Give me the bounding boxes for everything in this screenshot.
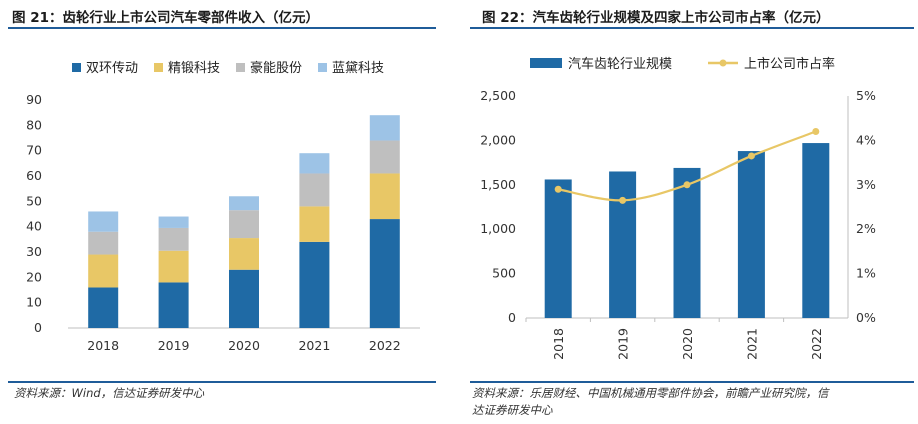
left-y-tick-label: 40: [26, 219, 42, 234]
right-x-tick-label: 2022: [809, 328, 824, 360]
left-y-tick-label: 50: [26, 193, 42, 208]
right-bar: [737, 151, 765, 318]
right-y-left-tick-label: 2,500: [480, 88, 516, 103]
left-y-tick-label: 30: [26, 244, 42, 259]
right-x-tick-label: 2018: [551, 328, 566, 360]
right-bar-line-chart: 汽车齿轮行业规模 上市公司市占率 0 500 1,000 1,500 2,000 2,500 0…: [480, 56, 876, 360]
right-y-left-tick-label: 0: [508, 310, 516, 325]
right-y-left-tick-label: 500: [492, 266, 516, 281]
right-share-point: [554, 185, 562, 193]
left-bar-segment-0: [369, 219, 400, 328]
right-legend-line-label: 上市公司市占率: [744, 56, 835, 72]
right-share-point: [747, 152, 755, 160]
left-bar-segment-0: [229, 269, 259, 328]
right-figure-panel: 图 22：汽车齿轮行业规模及四家上市公司市占率（亿元） 汽车齿轮行业规模 上市公司…: [470, 0, 918, 424]
left-figure-title: 图 21：齿轮行业上市公司汽车零部件收入（亿元）: [12, 10, 319, 26]
right-x-tick-label: 2021: [744, 328, 759, 360]
right-title-rule: [470, 27, 914, 29]
left-bar-segment-2: [369, 140, 400, 174]
left-source-text: 资料来源：Wind，信达证券研发中心: [14, 386, 205, 400]
right-share-point: [812, 128, 820, 136]
left-bar-segment-1: [369, 173, 400, 220]
left-legend-label-1: 精锻科技: [168, 61, 220, 76]
right-bar: [609, 171, 637, 318]
left-bar-segment-3: [229, 196, 259, 211]
left-y-tick-label: 20: [26, 269, 42, 284]
right-legend-line-marker: [719, 59, 727, 67]
left-legend-swatch-1: [154, 63, 163, 72]
left-bar-segment-1: [158, 250, 189, 283]
left-bar-segment-1: [229, 238, 259, 270]
left-title-rule: [8, 27, 436, 29]
right-legend-bar-swatch: [530, 58, 562, 68]
left-source-rule: [8, 381, 436, 383]
right-source-line-2: 达证券研发中心: [472, 403, 553, 417]
right-share-point: [619, 196, 627, 204]
right-legend-bar-label: 汽车齿轮行业规模: [568, 56, 672, 72]
left-y-tick-label: 60: [26, 168, 42, 183]
right-y-left-tick-label: 1,000: [480, 221, 516, 236]
left-bar-segment-3: [299, 153, 330, 174]
left-x-tick-label: 2018: [87, 338, 119, 353]
right-bar: [673, 167, 701, 318]
left-bar-segment-2: [299, 173, 330, 207]
right-figure-title: 图 22：汽车齿轮行业规模及四家上市公司市占率（亿元）: [482, 10, 830, 26]
right-share-point: [683, 181, 691, 189]
left-bar-segment-3: [158, 216, 189, 228]
left-bar-segment-3: [369, 115, 400, 141]
right-source-text: 资料来源：乐居财经、中国机械通用零部件协会，前瞻产业研究院，信 达证券研发中心: [472, 385, 829, 419]
right-y-right-tick-label: 4%: [856, 132, 876, 147]
left-bar-segment-3: [88, 211, 119, 232]
left-stacked-bar-chart: 双环传动 精锻科技 豪能股份 蓝黛科技 0 10 20 30 40 50 60 70 80 90 2018 2…: [26, 60, 420, 353]
left-legend-label-3: 蓝黛科技: [332, 61, 384, 76]
left-y-tick-label: 70: [26, 143, 42, 158]
right-y-right-tick-label: 0%: [856, 310, 876, 325]
right-source-rule: [470, 381, 914, 383]
left-x-tick-label: 2022: [369, 338, 401, 353]
left-x-tick-label: 2020: [228, 338, 260, 353]
left-y-tick-label: 10: [26, 295, 42, 310]
right-source-line-1: 资料来源：乐居财经、中国机械通用零部件协会，前瞻产业研究院，信: [472, 386, 829, 400]
left-bar-segment-0: [88, 287, 119, 328]
left-y-tick-label: 80: [26, 117, 42, 132]
right-y-left-tick-label: 2,000: [480, 132, 516, 147]
right-y-right-tick-label: 1%: [856, 266, 876, 281]
right-x-tick-label: 2019: [616, 328, 631, 360]
left-figure-panel: 图 21：齿轮行业上市公司汽车零部件收入（亿元） 双环传动 精锻科技 豪能股份 蓝黛科…: [0, 0, 444, 424]
right-bar: [802, 143, 830, 318]
left-bar-segment-2: [158, 227, 189, 251]
right-y-right-tick-label: 2%: [856, 221, 876, 236]
left-bar-segment-2: [229, 210, 259, 239]
left-bar-segment-0: [158, 282, 189, 328]
right-y-right-tick-label: 5%: [856, 88, 876, 103]
right-x-tick-label: 2020: [680, 328, 695, 360]
left-bar-segment-1: [88, 254, 119, 288]
left-bar-segment-0: [299, 241, 330, 328]
left-x-tick-label: 2019: [158, 338, 190, 353]
left-legend-label-2: 豪能股份: [250, 60, 302, 76]
left-legend-label-0: 双环传动: [86, 61, 138, 76]
right-bar: [544, 179, 572, 318]
left-legend-swatch-3: [318, 63, 327, 72]
left-y-tick-label: 0: [34, 320, 42, 335]
left-legend-swatch-2: [236, 63, 245, 72]
right-y-left-tick-label: 1,500: [480, 177, 516, 192]
right-y-right-tick-label: 3%: [856, 177, 876, 192]
left-legend-swatch-0: [72, 63, 81, 72]
left-y-tick-label: 90: [26, 92, 42, 107]
left-bar-segment-1: [299, 206, 330, 242]
left-x-tick-label: 2021: [298, 338, 330, 353]
left-bar-segment-2: [88, 231, 119, 255]
